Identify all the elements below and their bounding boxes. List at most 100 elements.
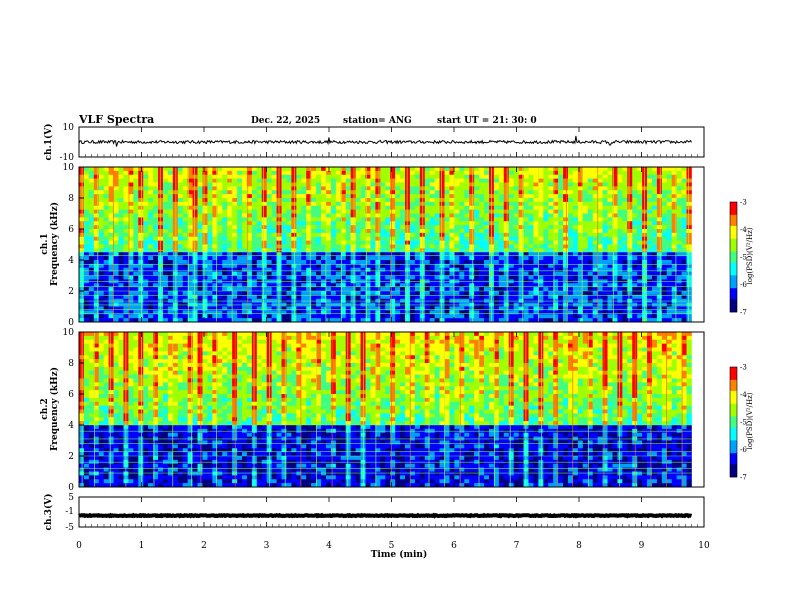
ch2-spectrogram-cell (414, 236, 421, 241)
ch2-spectrogram-cell (360, 244, 366, 249)
ch2-spectrogram-cell (563, 221, 569, 226)
ch2-spectrogram-cell (256, 232, 263, 238)
ch2-spectrogram-cell (321, 186, 327, 191)
ch2-spectrogram-cell (321, 260, 327, 265)
ch2-spectrogram-cell (108, 201, 114, 207)
ch2-spectrogram-cell (587, 314, 594, 319)
ch2-spectrogram-cell (83, 310, 90, 315)
ch2-spectrogram-cell (666, 205, 673, 210)
ch2-spectrogram-cell (330, 236, 337, 241)
ch2-spectrogram-cell (197, 174, 203, 179)
ch2-spectrogram-cell (405, 252, 411, 257)
ch2-spectrogram-cell (192, 252, 198, 257)
ch2-spectrogram-cell (409, 240, 416, 245)
ch2-spectrogram-cell (123, 283, 129, 288)
ch2-spectrogram-cell (548, 194, 554, 199)
ch2-spectrogram-cell (558, 275, 564, 280)
ch2-spectrogram-cell (365, 209, 371, 214)
ch2-spectrogram-cell (597, 167, 603, 172)
ch2-spectrogram-cell (103, 275, 109, 280)
ch2-spectrogram-cell (563, 182, 569, 187)
ch2-spectrogram-cell (330, 213, 337, 218)
ch2-spectrogram-cell (582, 190, 589, 195)
ch2-spectrogram-cell (123, 287, 129, 292)
ch2-spectrogram-cell (271, 236, 277, 241)
ch2-spectrogram-cell (503, 232, 510, 238)
ch2-spectrogram-cell (429, 229, 435, 234)
ch2-spectrogram-cell (123, 236, 129, 241)
ch2-spectrogram-cell (518, 244, 524, 249)
ch2-spectrogram-cell (484, 244, 490, 249)
ch2-spectrogram-cell (637, 291, 643, 296)
ch2-spectrogram-cell (464, 205, 470, 210)
ch2-spectrogram-cell (118, 225, 124, 230)
ch2-spectrogram-cell (222, 217, 228, 222)
ch2-spectrogram-cell (395, 260, 401, 265)
ch2-spectrogram-cell (612, 190, 618, 195)
ch2-spectrogram-cell (98, 244, 104, 249)
ch2-spectrogram-cell (227, 170, 233, 176)
ch2-spectrogram-cell (113, 263, 119, 269)
ch2-spectrogram-cell (661, 213, 668, 218)
ch2-spectrogram-cell (395, 240, 401, 245)
ch2-spectrogram-cell (162, 229, 169, 234)
ch2-spectrogram-cell (256, 229, 263, 234)
ch2-spectrogram-cell (400, 194, 406, 199)
ch2-spectrogram-cell (375, 170, 381, 176)
ch2-spectrogram-cell (251, 205, 258, 210)
ch2-spectrogram-cell (592, 306, 598, 311)
ch2-spectrogram-cell (671, 170, 677, 176)
ch2-spectrogram-cell (493, 291, 500, 296)
ch2-spectrogram-cell (370, 310, 376, 315)
ch2-spectrogram-cell (177, 314, 184, 319)
ch2-spectrogram-cell (508, 263, 514, 269)
ch2-spectrogram-cell (548, 256, 554, 261)
ch2-spectrogram-cell (360, 275, 366, 280)
ch2-spectrogram-cell (671, 236, 677, 241)
ch2-spectrogram-cell (587, 186, 594, 191)
ch2-spectrogram-cell (409, 205, 416, 210)
ch2-spectrogram-cell (138, 294, 144, 300)
ch2-spectrogram-cell (484, 194, 490, 199)
ch2-spectrogram-cell (167, 213, 174, 218)
ch2-spectrogram-cell (528, 205, 534, 210)
ch2-spectrogram-cell (261, 205, 267, 210)
ch2-spectrogram-cell (79, 271, 85, 276)
ch2-spectrogram-cell (330, 209, 337, 214)
ch2-spectrogram-cell (375, 291, 381, 296)
ch2-spectrogram-cell (133, 318, 139, 323)
ch2-spectrogram-cell (237, 294, 243, 300)
ch2-spectrogram-cell (335, 182, 342, 187)
ch2-spectrogram-cell (459, 244, 465, 249)
ch2-spectrogram-cell (637, 318, 643, 323)
ch2-spectrogram-cell (246, 306, 253, 311)
ch2-spectrogram-cell (637, 170, 643, 176)
ch2-spectrogram-cell (222, 232, 228, 238)
ch2-spectrogram-cell (311, 221, 317, 226)
ch2-spectrogram-cell (518, 170, 524, 176)
ch2-spectrogram-cell (79, 213, 85, 218)
ch2-spectrogram-cell (666, 225, 673, 230)
ch2-spectrogram-cell (261, 294, 267, 300)
ch2-spectrogram-cell (518, 252, 524, 257)
ch2-spectrogram-cell (548, 236, 554, 241)
ch2-spectrogram-cell (395, 229, 401, 234)
ch2-spectrogram-cell (108, 240, 114, 245)
ch2-spectrogram-cell (375, 256, 381, 261)
ch2-spectrogram-cell (370, 167, 376, 172)
ch2-spectrogram-cell (686, 213, 692, 218)
ch2-spectrogram-cell (390, 225, 396, 230)
ch2-spectrogram-cell (681, 221, 687, 226)
ch2-spectrogram-cell (439, 182, 445, 187)
ch2-spectrogram-cell (296, 232, 302, 238)
ch2-spectrogram-cell (325, 182, 332, 187)
ch2-spectrogram-cell (538, 170, 544, 176)
ch2-spectrogram-cell (143, 306, 149, 311)
ch2-spectrogram-cell (464, 310, 470, 315)
ch2-spectrogram-cell (469, 240, 475, 245)
ch2-spectrogram-cell (256, 252, 263, 257)
ch2-spectrogram-cell (405, 310, 411, 315)
ch2-spectrogram-cell (286, 287, 292, 292)
ch2-spectrogram-cell (261, 240, 267, 245)
ch2-spectrogram-cell (503, 170, 510, 176)
